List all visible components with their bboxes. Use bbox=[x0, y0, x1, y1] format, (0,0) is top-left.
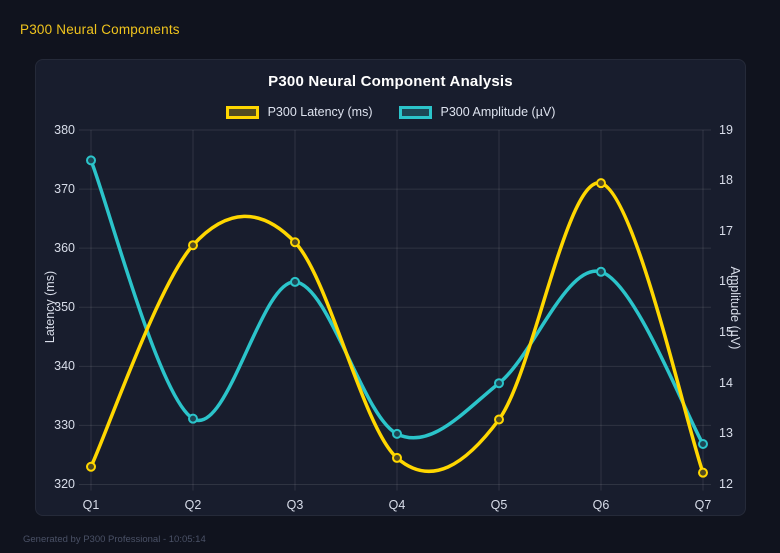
x-axis-tick: Q4 bbox=[388, 498, 406, 512]
y-axis-tick-left: 320 bbox=[54, 477, 75, 491]
legend-label: P300 Amplitude (µV) bbox=[440, 105, 556, 119]
y-axis-tick-right: 18 bbox=[719, 173, 733, 188]
chart-title: P300 Neural Component Analysis bbox=[268, 73, 513, 90]
legend-label: P300 Latency (ms) bbox=[267, 105, 373, 119]
y-axis-tick-right: 19 bbox=[719, 122, 733, 137]
y-axis-tick-left: 360 bbox=[54, 240, 75, 255]
data-point-marker bbox=[290, 276, 300, 287]
data-point-marker bbox=[699, 468, 707, 477]
footer-status-text: Generated by P300 Professional - 10:05:1… bbox=[23, 534, 206, 545]
chart-legend: P300 Latency (ms) P300 Amplitude (µV) bbox=[36, 105, 745, 119]
x-axis-tick: Q7 bbox=[694, 498, 712, 512]
data-point-marker bbox=[188, 413, 198, 424]
data-point-marker bbox=[495, 415, 503, 424]
y-axis-tick-right: 17 bbox=[719, 223, 733, 238]
data-point-marker bbox=[698, 467, 708, 478]
chart-panel: P300 Neural Component Analysis P300 Late… bbox=[35, 59, 746, 516]
data-point-marker bbox=[494, 414, 504, 425]
y-axis-tick-left: 350 bbox=[54, 299, 75, 314]
data-point-marker bbox=[494, 378, 504, 389]
data-point-marker bbox=[597, 179, 605, 188]
y-axis-tick-right: 15 bbox=[719, 325, 733, 340]
data-point-marker bbox=[393, 429, 401, 438]
x-axis-tick: Q3 bbox=[286, 498, 304, 512]
data-point-marker bbox=[87, 156, 95, 165]
data-point-marker bbox=[290, 237, 300, 248]
data-point-marker bbox=[87, 462, 95, 471]
data-point-marker bbox=[291, 277, 299, 286]
data-point-marker bbox=[291, 238, 299, 247]
y-axis-tick-right: 12 bbox=[719, 477, 733, 491]
legend-item-amplitude[interactable]: P300 Amplitude (µV) bbox=[398, 105, 556, 119]
data-point-marker bbox=[189, 414, 197, 423]
y-axis-tick-right: 13 bbox=[719, 426, 733, 441]
x-axis-tick: Q6 bbox=[592, 498, 610, 512]
data-point-marker bbox=[86, 461, 96, 472]
data-point-marker bbox=[86, 155, 96, 166]
chart-area: Latency (ms) Amplitude (µV) 380 370 360 350… bbox=[36, 60, 745, 515]
x-axis-tick: Q1 bbox=[82, 498, 100, 512]
data-point-marker bbox=[189, 241, 197, 250]
data-point-marker bbox=[699, 439, 707, 448]
data-point-marker bbox=[495, 379, 503, 388]
x-axis-tick: Q5 bbox=[490, 498, 508, 512]
data-point-marker bbox=[698, 438, 708, 449]
data-point-marker bbox=[596, 266, 606, 277]
y-axis-tick-right: 16 bbox=[719, 274, 733, 289]
y-axis-tick-right: 14 bbox=[719, 375, 733, 390]
data-point-marker bbox=[393, 453, 401, 462]
page-title: P300 Neural Components bbox=[20, 22, 180, 37]
legend-swatch-icon bbox=[225, 105, 259, 119]
chart-canvas bbox=[79, 129, 711, 491]
data-point-marker bbox=[596, 178, 606, 189]
data-point-marker bbox=[188, 240, 198, 251]
y-axis-tick-left: 370 bbox=[54, 181, 75, 196]
x-axis-tick: Q2 bbox=[184, 498, 202, 512]
y-axis-tick-left: 340 bbox=[54, 358, 75, 373]
data-point-marker bbox=[597, 267, 605, 276]
y-axis-tick-left: 380 bbox=[54, 122, 75, 137]
data-point-marker bbox=[392, 428, 402, 439]
data-point-marker bbox=[392, 452, 402, 463]
legend-swatch-icon bbox=[398, 105, 432, 119]
legend-item-latency[interactable]: P300 Latency (ms) bbox=[225, 105, 373, 119]
y-axis-tick-left: 330 bbox=[54, 417, 75, 432]
